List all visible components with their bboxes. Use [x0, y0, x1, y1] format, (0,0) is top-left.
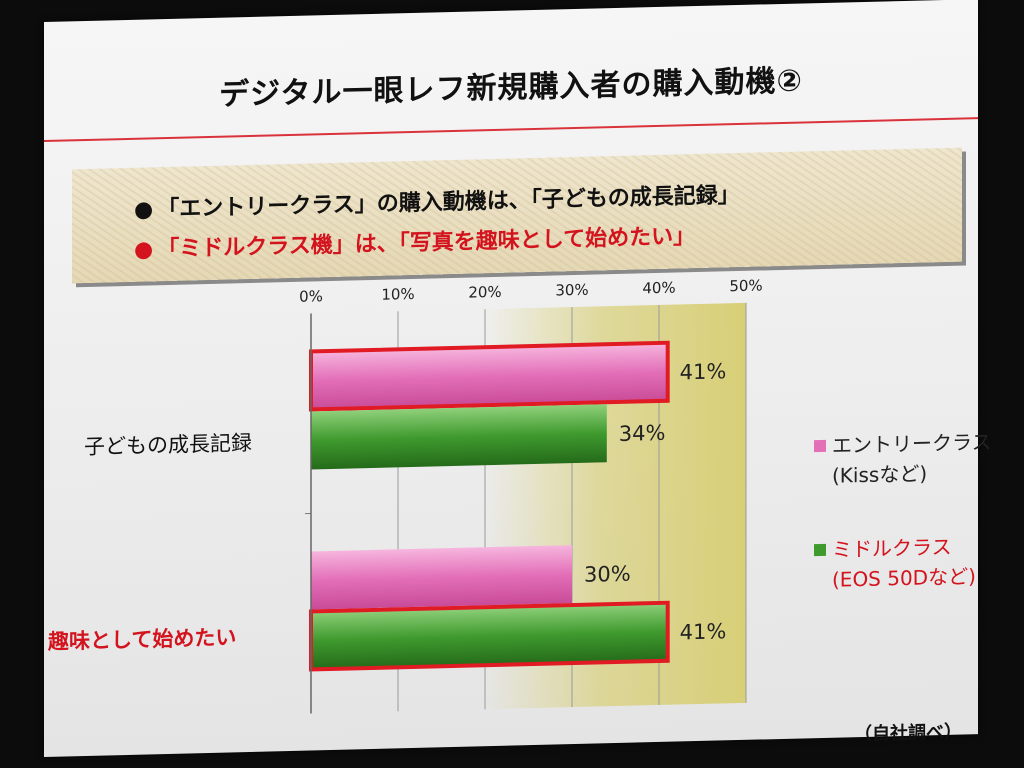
x-tick-label: 0% [299, 287, 323, 306]
bar [309, 340, 670, 412]
legend-item-entry: エントリークラス (Kissなど) [814, 427, 992, 491]
x-tick-label: 20% [468, 283, 501, 302]
legend-sublabel: (Kissなど) [832, 461, 928, 488]
x-tick-label: 30% [555, 281, 588, 300]
legend-label: エントリークラス [832, 429, 992, 458]
x-tick-label: 10% [381, 285, 414, 304]
legend-sublabel: (EOS 50Dなど) [832, 564, 976, 592]
data-label: 34% [619, 421, 666, 446]
data-label: 30% [584, 562, 631, 587]
data-label: 41% [680, 359, 727, 384]
legend-swatch [814, 543, 826, 556]
bar [311, 545, 572, 610]
bar [311, 404, 607, 470]
bar [309, 600, 670, 672]
category-label: 趣味として始めたい [48, 625, 237, 654]
x-tick-label: 50% [729, 276, 762, 295]
x-tick-label: 40% [642, 279, 675, 298]
legend-item-middle: ミドルクラス (EOS 50Dなど) [814, 531, 976, 595]
data-label: 41% [680, 619, 727, 644]
slide: デジタル一眼レフ新規購入者の購入動機② ● 「エントリークラス」の購入動機は、「子… [44, 0, 992, 758]
legend-swatch [814, 439, 826, 452]
bar-chart: 0% 10% 20% 30% 40% 50% 41% 34% 30% 41% [299, 276, 763, 714]
legend-label: ミドルクラス [832, 534, 952, 562]
source-note: （自社調べ） [854, 721, 962, 746]
category-label: 子どもの成長記録 [84, 430, 252, 460]
